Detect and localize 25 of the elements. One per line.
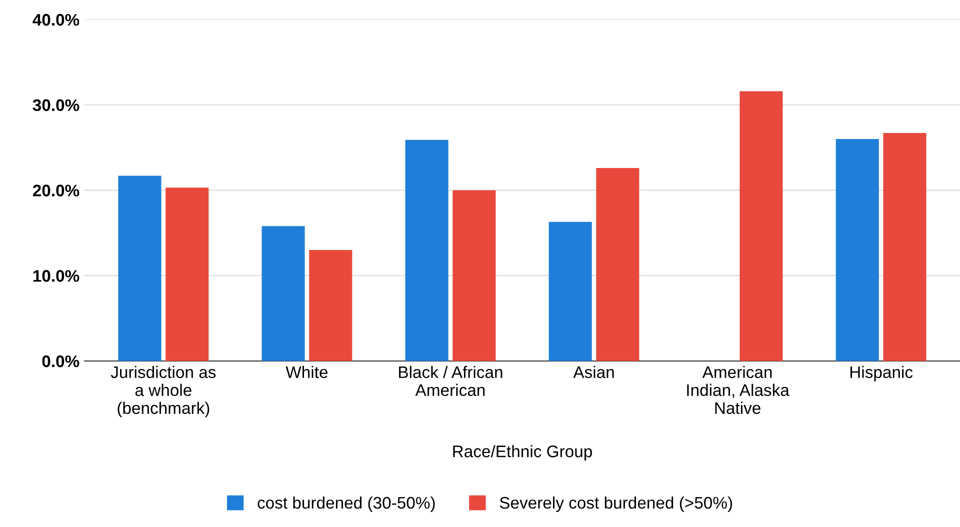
bar <box>740 91 783 361</box>
bar <box>166 188 209 361</box>
x-tick-label: Black / African American <box>399 366 502 396</box>
bar <box>548 222 592 361</box>
y-tick-label: 20.0% <box>32 184 80 196</box>
bar <box>118 176 162 361</box>
bar <box>405 140 448 361</box>
bar <box>596 168 640 361</box>
x-tick-label: American Indian, Alaska Native <box>687 366 790 414</box>
x-tick-label: Jurisdiction as a whole (benchmark) <box>110 366 216 418</box>
bar <box>309 250 352 361</box>
y-tick-label: 30.0% <box>32 99 80 112</box>
bar <box>883 133 926 361</box>
y-tick-label: 10.0% <box>33 270 80 282</box>
x-tick-label: White <box>286 366 328 378</box>
x-axis-title: Race/Ethnic Group <box>453 445 592 461</box>
y-tick-label: 0.0% <box>42 355 80 368</box>
x-tick-label: Asian <box>573 366 614 378</box>
legend-label: cost burdened (30-50%) <box>258 496 435 512</box>
bar <box>836 139 879 361</box>
bar <box>452 190 496 361</box>
bar <box>262 226 305 361</box>
x-tick-label: Hispanic <box>850 366 913 382</box>
legend-label: Severely cost burdened (>50%) <box>500 496 732 512</box>
y-tick-label: 40.0% <box>32 14 80 26</box>
